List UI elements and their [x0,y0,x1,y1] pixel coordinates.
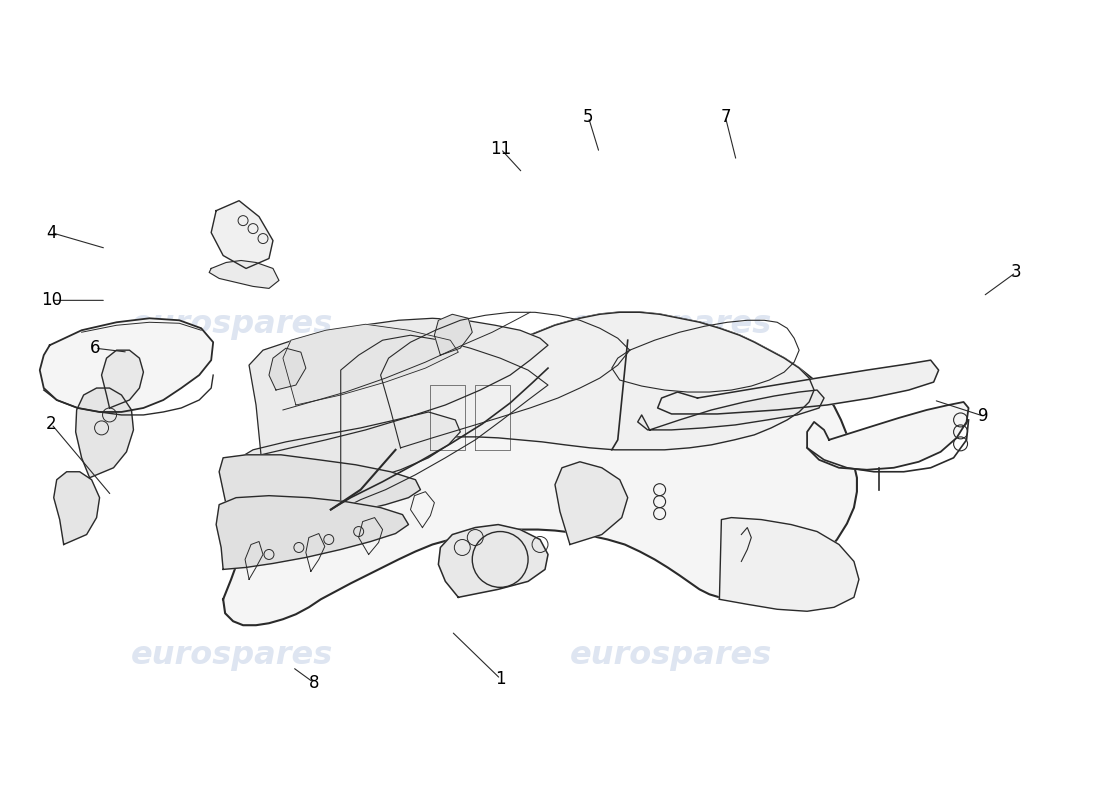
Text: 6: 6 [90,339,100,357]
Polygon shape [316,312,814,518]
Polygon shape [54,472,100,545]
Text: 11: 11 [490,140,512,158]
Polygon shape [270,348,306,390]
Text: eurospares: eurospares [131,309,333,340]
Polygon shape [223,312,857,626]
Polygon shape [719,518,859,611]
Text: 3: 3 [1011,263,1021,282]
Text: eurospares: eurospares [570,309,772,340]
Polygon shape [439,525,548,598]
Text: 8: 8 [309,674,320,692]
Polygon shape [211,201,273,269]
Polygon shape [76,388,133,478]
Text: eurospares: eurospares [570,640,772,670]
Polygon shape [209,261,279,288]
Polygon shape [807,402,968,470]
Polygon shape [101,350,143,408]
Polygon shape [638,390,824,430]
Polygon shape [283,324,459,405]
Text: 9: 9 [978,407,988,425]
Polygon shape [40,318,213,412]
Text: 5: 5 [583,108,594,126]
Text: 10: 10 [41,291,62,310]
Polygon shape [658,360,938,414]
Polygon shape [231,412,460,510]
Polygon shape [556,462,628,545]
Text: 1: 1 [495,670,506,688]
Text: 4: 4 [46,223,56,242]
Text: 7: 7 [720,108,730,126]
Text: eurospares: eurospares [131,640,333,670]
Polygon shape [219,455,420,539]
Text: 2: 2 [46,415,56,433]
Polygon shape [217,496,408,570]
Polygon shape [249,318,548,455]
Polygon shape [434,314,472,355]
